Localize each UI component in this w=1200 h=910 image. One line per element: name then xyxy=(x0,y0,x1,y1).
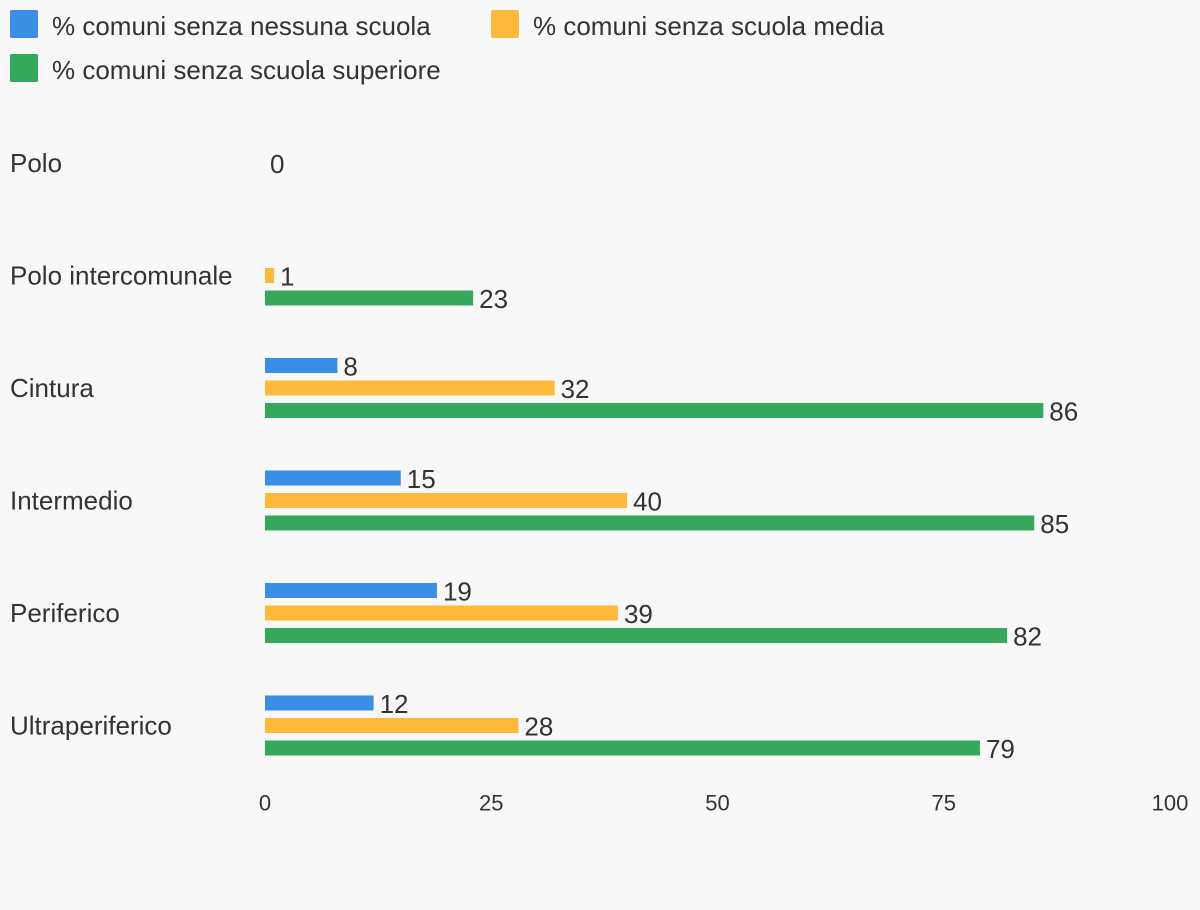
bar-intermedio-series-1 xyxy=(265,493,627,508)
category-label-polo: Polo xyxy=(10,148,62,178)
bar-periferico-series-0 xyxy=(265,583,437,598)
value-label-ultraperiferico-series-0: 12 xyxy=(380,689,409,719)
bar-cintura-series-2 xyxy=(265,403,1044,418)
value-label-ultraperiferico-series-1: 28 xyxy=(524,712,553,742)
bar-cintura-series-1 xyxy=(265,380,555,396)
value-label-cintura-series-1: 32 xyxy=(561,374,590,404)
value-label-ultraperiferico-series-2: 79 xyxy=(986,734,1015,764)
bar-ultraperiferico-series-1 xyxy=(265,718,519,733)
value-label-periferico-series-0: 19 xyxy=(443,577,472,607)
category-label-polo-intercomunale: Polo intercomunale xyxy=(10,261,233,291)
value-label-polo-intercomunale-series-1: 1 xyxy=(280,262,294,292)
bar-intermedio-series-0 xyxy=(265,470,401,486)
value-label-intermedio-series-0: 15 xyxy=(407,464,436,494)
x-tick-label-75: 75 xyxy=(932,791,956,816)
bar-polo-intercomunale-series-1 xyxy=(265,268,275,283)
value-label-polo: 0 xyxy=(270,149,284,179)
category-label-ultraperiferico: Ultraperiferico xyxy=(10,711,172,741)
value-label-intermedio-series-1: 40 xyxy=(633,487,662,517)
bar-polo-intercomunale-series-2 xyxy=(265,290,474,306)
category-label-intermedio: Intermedio xyxy=(10,486,133,516)
x-tick-label-50: 50 xyxy=(705,791,729,816)
value-label-periferico-series-1: 39 xyxy=(624,599,653,629)
x-tick-label-100: 100 xyxy=(1152,791,1189,816)
legend-label-scuola-media: % comuni senza scuola media xyxy=(533,11,885,41)
legend-swatch-scuola-media xyxy=(491,10,519,38)
bar-ultraperiferico-series-2 xyxy=(265,740,980,756)
value-label-intermedio-series-2: 85 xyxy=(1040,509,1069,539)
category-label-periferico: Periferico xyxy=(10,598,120,628)
legend-label-nessuna-scuola: % comuni senza nessuna scuola xyxy=(52,11,431,41)
legend-label-scuola-superiore: % comuni senza scuola superiore xyxy=(52,55,441,85)
x-tick-label-25: 25 xyxy=(479,791,503,816)
value-label-periferico-series-2: 82 xyxy=(1013,622,1042,652)
bar-ultraperiferico-series-0 xyxy=(265,695,374,711)
value-label-cintura-series-0: 8 xyxy=(343,352,357,382)
bar-cintura-series-0 xyxy=(265,358,338,373)
x-tick-label-0: 0 xyxy=(259,791,271,816)
legend-swatch-scuola-superiore xyxy=(10,54,38,82)
value-label-polo-intercomunale-series-2: 23 xyxy=(479,284,508,314)
bar-periferico-series-2 xyxy=(265,628,1008,643)
category-label-cintura: Cintura xyxy=(10,373,94,403)
value-label-cintura-series-2: 86 xyxy=(1049,397,1078,427)
legend-swatch-nessuna-scuola xyxy=(10,10,38,38)
bar-intermedio-series-2 xyxy=(265,515,1035,531)
bar-periferico-series-1 xyxy=(265,605,618,621)
